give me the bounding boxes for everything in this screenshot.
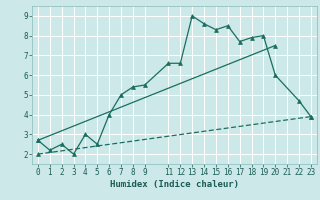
X-axis label: Humidex (Indice chaleur): Humidex (Indice chaleur)	[110, 180, 239, 189]
